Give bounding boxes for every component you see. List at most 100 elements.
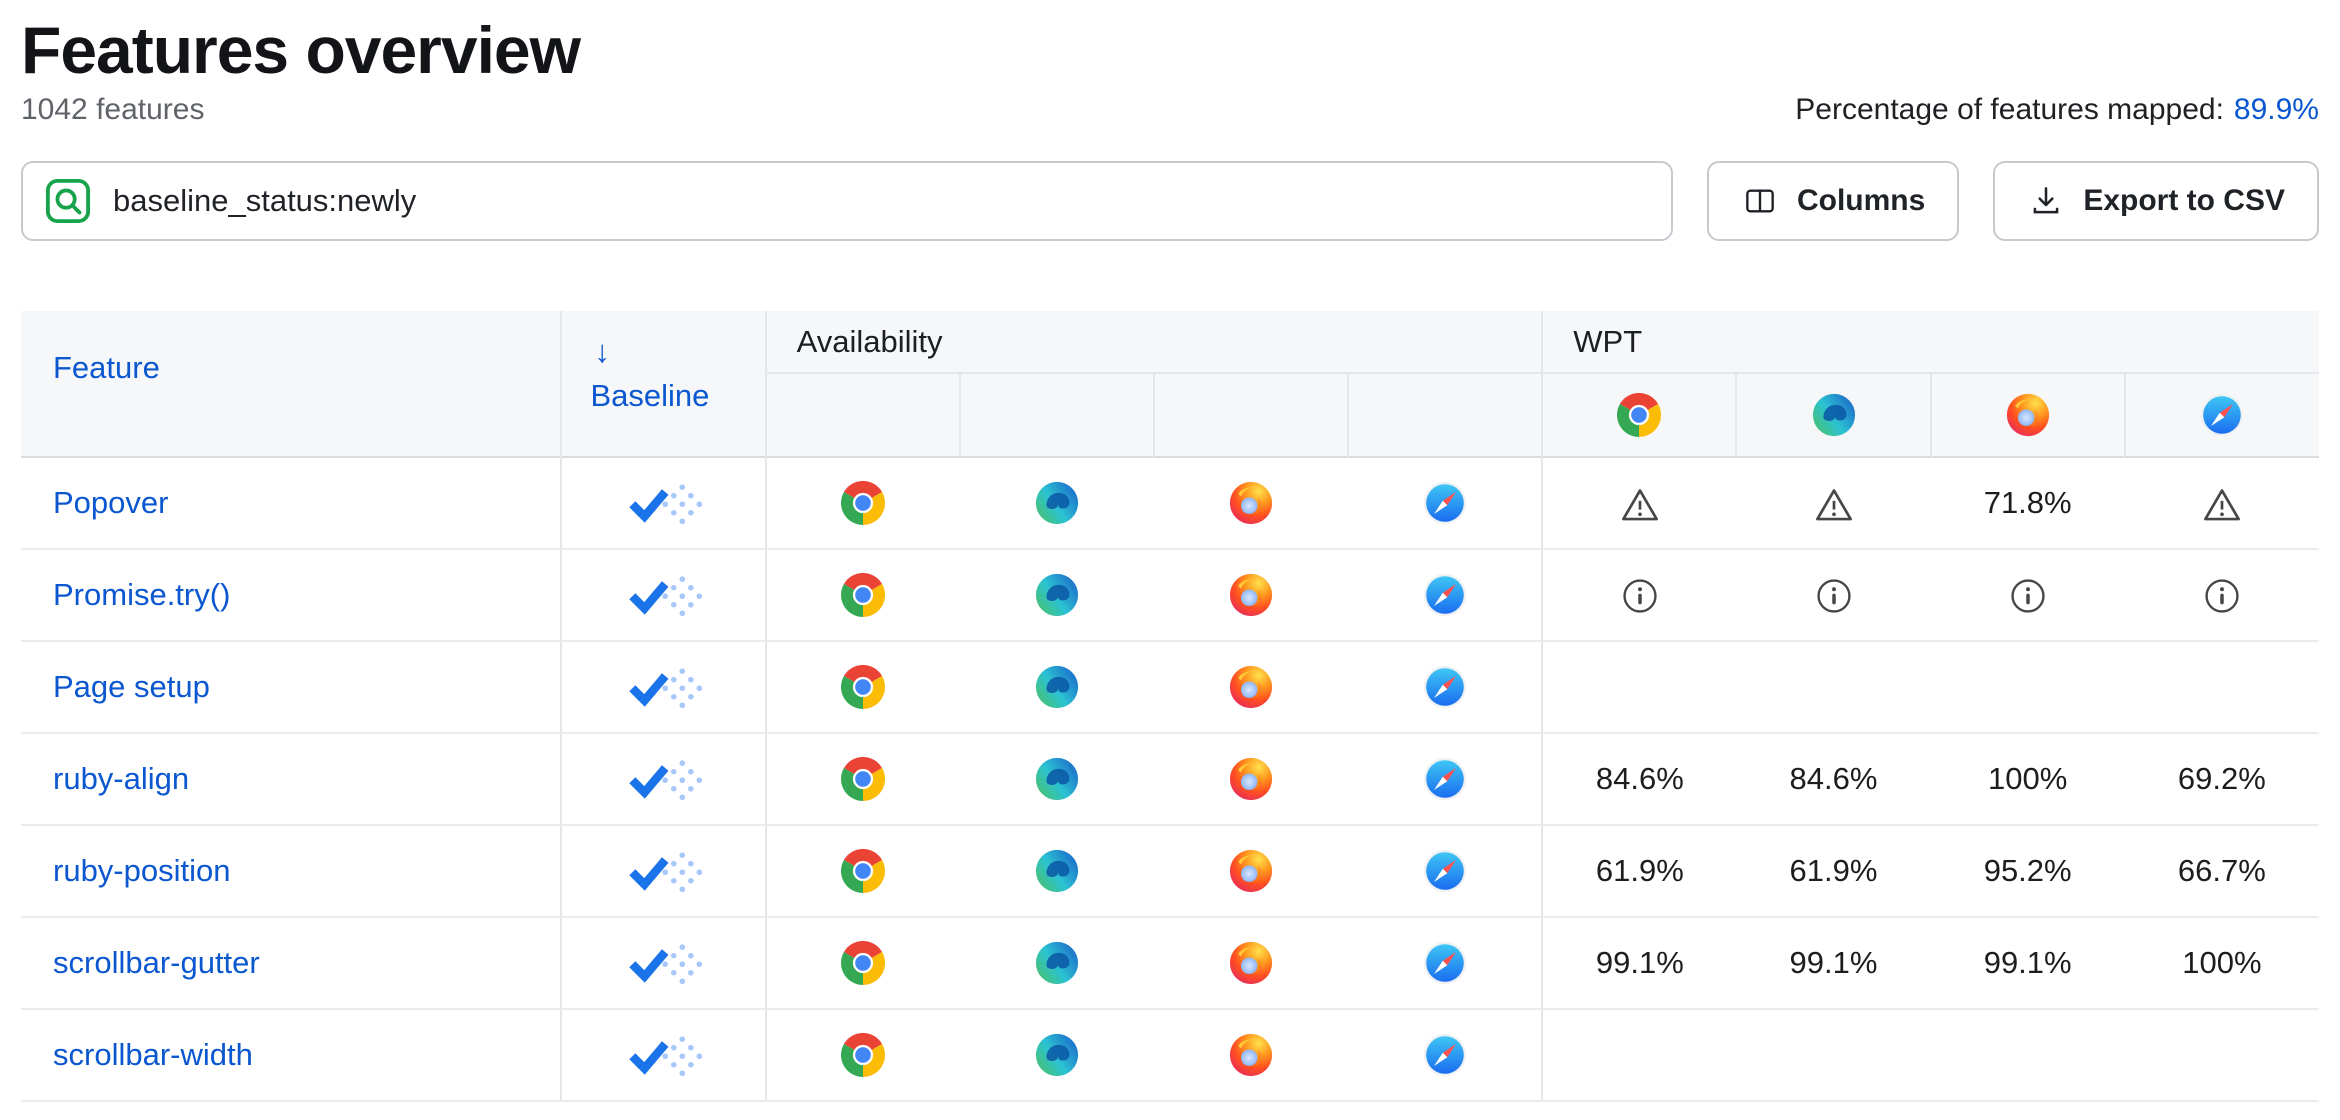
wpt-safari-score-cell: 69.2% xyxy=(2124,733,2319,827)
availability-chrome-cell xyxy=(764,917,960,1011)
chrome-icon xyxy=(841,481,885,525)
availability-subheader-safari xyxy=(1347,373,1543,458)
table-row: scrollbar-width xyxy=(21,1009,2319,1103)
wpt-safari-score-cell xyxy=(2124,641,2319,735)
availability-firefox-cell xyxy=(1153,917,1349,1011)
mapped-percentage: Percentage of features mapped: 89.9% xyxy=(1795,93,2319,127)
availability-chrome-cell xyxy=(764,641,960,735)
availability-edge-cell xyxy=(959,457,1154,551)
edge-icon xyxy=(1035,849,1079,893)
availability-subheader-chrome xyxy=(764,373,960,458)
safari-icon xyxy=(1423,573,1467,617)
feature-link[interactable]: Promise.try() xyxy=(53,577,231,613)
feature-cell: Page setup xyxy=(21,641,562,735)
wpt-firefox-score-cell xyxy=(1930,641,2125,735)
baseline-newly-icon xyxy=(625,480,703,526)
wpt-firefox-score-cell: 95.2% xyxy=(1930,825,2125,919)
edge-icon xyxy=(1035,757,1079,801)
feature-cell: ruby-align xyxy=(21,733,562,827)
feature-link[interactable]: ruby-align xyxy=(53,761,190,797)
table-row: Popover 71.8% xyxy=(21,457,2319,551)
table-row: Promise.try() xyxy=(21,549,2319,643)
search-box[interactable] xyxy=(21,161,1673,242)
baseline-newly-icon xyxy=(625,572,703,618)
baseline-column-header: ↓ Baseline xyxy=(560,311,766,458)
wpt-group-header: WPT xyxy=(1541,311,2319,375)
availability-chrome-cell xyxy=(764,1009,960,1103)
availability-safari-cell xyxy=(1348,549,1543,643)
firefox-icon xyxy=(1229,665,1273,709)
feature-link[interactable]: Page setup xyxy=(53,669,210,705)
chrome-icon xyxy=(841,941,885,985)
wpt-chrome-score-cell: 61.9% xyxy=(1541,825,1737,919)
wpt-edge-score-cell xyxy=(1736,1009,1931,1103)
table-row: Page setup xyxy=(21,641,2319,735)
wpt-chrome-score-cell: 99.1% xyxy=(1541,917,1737,1011)
wpt-safari-score-cell: 100% xyxy=(2124,917,2319,1011)
wpt-chrome-score-cell: 84.6% xyxy=(1541,733,1737,827)
table-row: scrollbar-gutter 99.1% 99.1% 99.1% 100% xyxy=(21,917,2319,1011)
columns-button-label: Columns xyxy=(1796,184,1926,218)
baseline-status-cell xyxy=(560,1009,766,1103)
baseline-newly-icon xyxy=(625,1032,703,1078)
wpt-chrome-score-cell xyxy=(1541,1009,1737,1103)
firefox-icon xyxy=(1229,573,1273,617)
edge-icon xyxy=(1035,481,1079,525)
safari-icon xyxy=(1423,757,1467,801)
baseline-sort-link[interactable]: Baseline xyxy=(590,377,710,413)
feature-sort-link[interactable]: Feature xyxy=(53,349,160,385)
wpt-safari-score-cell xyxy=(2124,1009,2319,1103)
availability-chrome-cell xyxy=(764,825,960,919)
wpt-edge-score-cell: 84.6% xyxy=(1736,733,1931,827)
feature-link[interactable]: scrollbar-gutter xyxy=(53,945,260,981)
firefox-icon xyxy=(1229,757,1273,801)
availability-edge-cell xyxy=(959,917,1154,1011)
feature-link[interactable]: Popover xyxy=(53,485,169,521)
availability-firefox-cell xyxy=(1153,825,1349,919)
availability-firefox-cell xyxy=(1153,1009,1349,1103)
baseline-status-cell xyxy=(560,825,766,919)
baseline-newly-icon xyxy=(625,664,703,710)
availability-safari-cell xyxy=(1348,917,1543,1011)
chrome-icon xyxy=(841,1033,885,1077)
availability-chrome-cell xyxy=(764,457,960,551)
chrome-icon xyxy=(841,573,885,617)
safari-icon xyxy=(1423,665,1467,709)
warning-icon xyxy=(2203,485,2241,523)
mapped-label: Percentage of features mapped: xyxy=(1795,93,2224,127)
features-table-body: Popover 71.8% Promise.try() Page setup xyxy=(21,457,2319,1103)
feature-link[interactable]: scrollbar-width xyxy=(53,1037,253,1073)
baseline-status-cell xyxy=(560,549,766,643)
feature-column-header: Feature xyxy=(21,311,562,458)
export-csv-button[interactable]: Export to CSV xyxy=(1993,161,2319,242)
wpt-edge-score-cell xyxy=(1736,457,1931,551)
wpt-browser-header-edge xyxy=(1735,373,1931,458)
feature-link[interactable]: ruby-position xyxy=(53,853,231,889)
availability-edge-cell xyxy=(959,733,1154,827)
wpt-browser-header-chrome xyxy=(1541,373,1737,458)
firefox-icon xyxy=(1229,849,1273,893)
export-button-label: Export to CSV xyxy=(2083,184,2285,218)
mapped-value-link[interactable]: 89.9% xyxy=(2233,93,2319,127)
feature-count: 1042 features xyxy=(21,93,205,127)
edge-icon xyxy=(1812,393,1856,437)
wpt-safari-score-cell xyxy=(2124,549,2319,643)
download-icon xyxy=(2027,182,2065,220)
columns-button[interactable]: Columns xyxy=(1706,161,1960,242)
availability-safari-cell xyxy=(1348,733,1543,827)
info-icon xyxy=(2009,577,2047,615)
availability-safari-cell xyxy=(1348,641,1543,735)
wpt-edge-score-cell xyxy=(1736,641,1931,735)
availability-edge-cell xyxy=(959,1009,1154,1103)
wpt-browser-header-safari xyxy=(2123,373,2319,458)
chrome-icon xyxy=(841,665,885,709)
table-header: Feature ↓ Baseline Availability WPT xyxy=(21,311,2319,458)
table-row: ruby-position 61.9% 61.9% 95.2% 66.7% xyxy=(21,825,2319,919)
safari-icon xyxy=(1423,481,1467,525)
availability-edge-cell xyxy=(959,825,1154,919)
firefox-icon xyxy=(1229,941,1273,985)
chrome-icon xyxy=(841,757,885,801)
wpt-edge-score-cell: 99.1% xyxy=(1736,917,1931,1011)
firefox-icon xyxy=(2006,393,2050,437)
search-input[interactable] xyxy=(113,183,1649,220)
